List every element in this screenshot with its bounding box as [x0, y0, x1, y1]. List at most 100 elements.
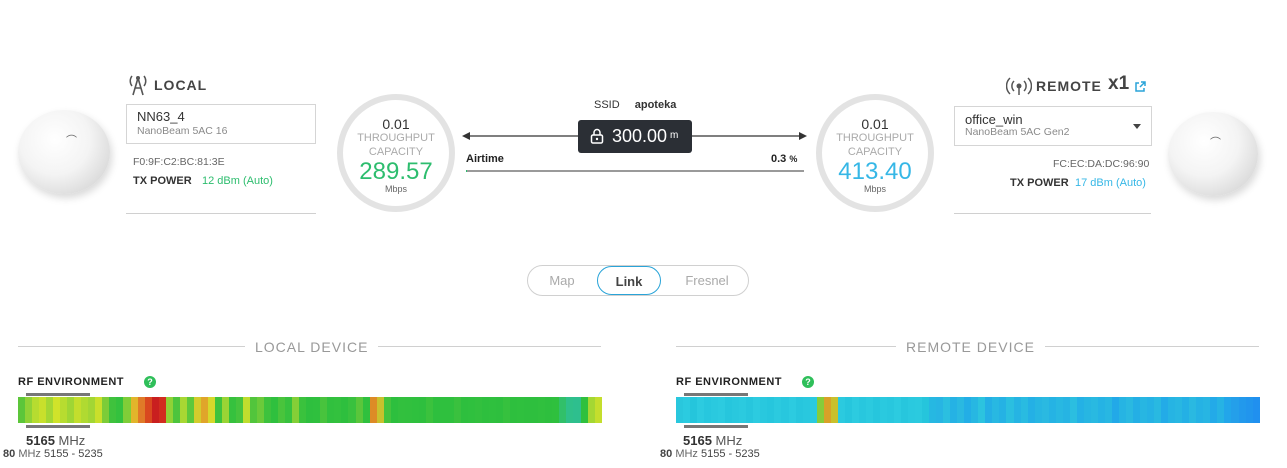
remote-spectrum-bin [774, 397, 782, 423]
ssid-value: apoteka [634, 99, 677, 111]
remote-spectrum-bin [1189, 397, 1197, 423]
remote-spectrum-bin [725, 397, 733, 423]
local-channel-marker-top [26, 393, 90, 396]
remote-spectrum-bin [837, 397, 845, 423]
local-spectrum-bin [418, 397, 426, 423]
remote-capacity-gauge: 0.01 THROUGHPUT CAPACITY 413.40 Mbps [816, 94, 934, 212]
remote-spectrum-bin [809, 397, 817, 423]
local-spectrum-bin [559, 397, 567, 423]
local-spectrum-bin [179, 397, 187, 423]
tab-link[interactable]: Link [597, 266, 661, 295]
local-spectrum-bin [496, 397, 504, 423]
remote-spectrum-bin [908, 397, 916, 423]
local-spectrum-bin [158, 397, 166, 423]
remote-spectrum-bin [704, 397, 712, 423]
remote-spectrum-bin [1048, 397, 1056, 423]
remote-spectrum-bin [1196, 397, 1204, 423]
remote-spectrum-bin [1231, 397, 1239, 423]
remote-spectrum-bin [1252, 397, 1260, 423]
remote-device-name: office_win [965, 112, 1023, 127]
local-spectrum-bin [207, 397, 215, 423]
remote-frequency-value: 5165 [683, 433, 712, 448]
local-spectrum-bin [165, 397, 173, 423]
lock-icon [590, 128, 604, 144]
remote-spectrum-bin [1161, 397, 1169, 423]
remote-spectrum-bin [718, 397, 726, 423]
remote-spectrum-bin [1076, 397, 1084, 423]
local-spectrum-bin [130, 397, 138, 423]
airtime-bar [466, 170, 804, 172]
remote-help-icon[interactable]: ? [802, 376, 814, 388]
local-spectrum-bin [60, 397, 68, 423]
airtime-value: 0.3 % [771, 153, 797, 165]
chevron-down-icon [1133, 124, 1141, 129]
local-spectrum-bin [573, 397, 581, 423]
remote-spectrum-bin [844, 397, 852, 423]
remote-device-dropdown[interactable]: office_win NanoBeam 5AC Gen2 [954, 106, 1152, 146]
local-spectrum-bin [221, 397, 229, 423]
local-spectrum-bin [285, 397, 293, 423]
local-spectrum-bin [517, 397, 525, 423]
remote-spectrum-bin [1147, 397, 1155, 423]
remote-channel-range: 80 MHz 5155 - 5235 [660, 448, 760, 460]
external-link-icon[interactable] [1134, 81, 1146, 93]
remote-spectrum-bin [943, 397, 951, 423]
local-spectrum-bin [228, 397, 236, 423]
local-spectrum-bin [235, 397, 243, 423]
local-spectrum-bin [271, 397, 279, 423]
remote-capacity-value: 413.40 [838, 158, 912, 185]
local-spectrum-bin [18, 397, 26, 423]
local-spectrum-bin [552, 397, 560, 423]
remote-spectrum-bin [1182, 397, 1190, 423]
local-spectrum-bin [545, 397, 553, 423]
local-capacity-gauge: 0.01 THROUGHPUT CAPACITY 289.57 Mbps [337, 94, 455, 212]
remote-spectrum-bin [922, 397, 930, 423]
tab-fresnel[interactable]: Fresnel [685, 273, 729, 288]
remote-spectrum-bin [851, 397, 859, 423]
local-spectrum-bin [411, 397, 419, 423]
ubiquiti-logo-icon: ⌒ [1210, 137, 1221, 149]
remote-tx-power-label: TX POWER [1010, 177, 1069, 189]
local-channel-marker-bottom [26, 425, 90, 428]
remote-channel-range-value: 5155 - 5235 [700, 448, 760, 460]
remote-spectrum-bin [802, 397, 810, 423]
local-spectrum-bin [32, 397, 40, 423]
remote-tx-power-value: 17 dBm (Auto) [1075, 177, 1146, 189]
remote-device-title: REMOTE DEVICE [896, 339, 1045, 355]
airtime-label: Airtime [466, 153, 504, 165]
remote-spectrum-bin [1055, 397, 1063, 423]
local-spectrum-bin [102, 397, 110, 423]
local-throughput-value: 0.01 [382, 116, 410, 132]
local-channel-range-value: 5155 - 5235 [43, 448, 103, 460]
remote-spectrum-bin [971, 397, 979, 423]
local-spectrum-bin [95, 397, 103, 423]
remote-spectrum-bin [893, 397, 901, 423]
local-help-icon[interactable]: ? [144, 376, 156, 388]
local-spectrum-bin [144, 397, 152, 423]
remote-spectrum-bin [964, 397, 972, 423]
remote-spectrum-bin [788, 397, 796, 423]
local-device-selector[interactable]: NN63_4 NanoBeam 5AC 16 [126, 104, 316, 144]
remote-spectrum-bin [1154, 397, 1162, 423]
remote-channel-width: 80 [660, 448, 673, 460]
local-spectrum-bin [531, 397, 539, 423]
remote-spectrum-bin [1140, 397, 1148, 423]
remote-spectrum-bin [901, 397, 909, 423]
remote-channel-width-unit: MHz [675, 448, 698, 460]
local-channel-width-unit: MHz [18, 448, 41, 460]
remote-divider [954, 213, 1151, 214]
remote-spectrum-bin [1013, 397, 1021, 423]
local-device-name: NN63_4 [137, 109, 185, 124]
local-spectrum-bin [334, 397, 342, 423]
tab-map[interactable]: Map [549, 273, 575, 288]
remote-spectrum-bin [823, 397, 831, 423]
remote-spectrum-bin [1245, 397, 1253, 423]
local-frequency: 5165 MHz [26, 433, 85, 448]
local-spectrum-bin [88, 397, 96, 423]
local-spectrum-bin [46, 397, 54, 423]
local-spectrum-bin [425, 397, 433, 423]
local-spectrum-bin [123, 397, 131, 423]
airtime-number: 0.3 [771, 153, 787, 165]
local-spectrum-bin [489, 397, 497, 423]
local-throughput-label: THROUGHPUT [357, 132, 435, 144]
